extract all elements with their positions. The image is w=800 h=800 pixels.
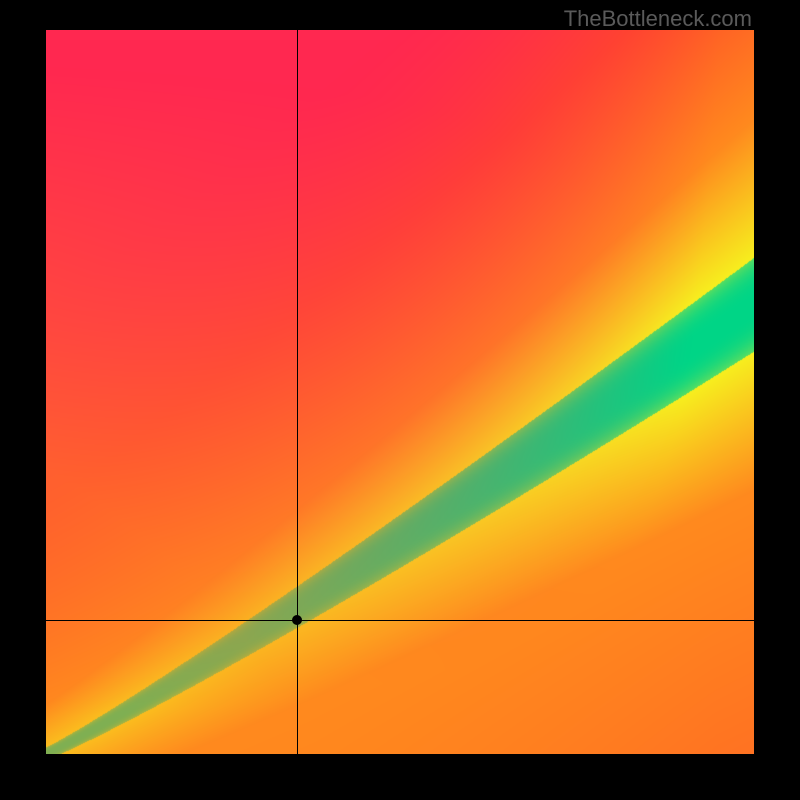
watermark-text: TheBottleneck.com: [564, 6, 752, 32]
heatmap-plot: [46, 30, 754, 754]
heatmap-canvas: [46, 30, 754, 754]
crosshair-marker: [292, 615, 302, 625]
crosshair-horizontal: [46, 620, 754, 621]
crosshair-vertical: [297, 30, 298, 754]
